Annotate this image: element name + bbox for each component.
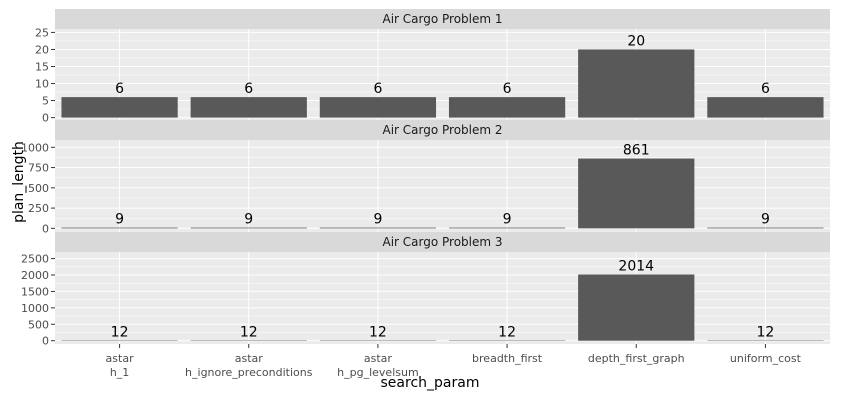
bar-value-label: 12 <box>369 324 387 340</box>
x-tick-label-line: astar <box>364 352 393 365</box>
bar <box>707 97 824 118</box>
bar <box>578 49 695 118</box>
y-tick-label: 20 <box>35 43 49 56</box>
bar <box>190 227 307 229</box>
y-tick-label: 500 <box>28 318 49 331</box>
facet-title: Air Cargo Problem 2 <box>382 123 502 137</box>
x-tick-label: uniform_cost <box>730 352 802 365</box>
bar <box>578 274 695 341</box>
y-tick-label: 750 <box>28 162 49 175</box>
bar-value-label: 9 <box>373 212 382 228</box>
bar <box>707 227 824 229</box>
bar <box>61 227 178 229</box>
bar-value-label: 6 <box>373 81 382 97</box>
y-tick-label: 250 <box>28 202 49 215</box>
bar <box>190 97 307 118</box>
y-tick-label: 1000 <box>21 141 49 154</box>
facet-title: Air Cargo Problem 1 <box>382 12 502 26</box>
bar-value-label: 20 <box>627 33 645 49</box>
y-tick-label: 1000 <box>21 302 49 315</box>
x-tick-label-line: h_pg_levelsum <box>337 366 419 379</box>
bar-value-label: 12 <box>240 324 258 340</box>
facet-title: Air Cargo Problem 3 <box>382 235 502 249</box>
y-axis-title: plan_length <box>11 141 27 223</box>
x-tick-label-line: uniform_cost <box>730 352 802 365</box>
bar <box>578 158 695 229</box>
y-tick-label: 10 <box>35 78 49 91</box>
facet-strip <box>55 120 830 140</box>
x-axis-title: search_param <box>381 375 480 391</box>
x-tick-label-line: astar <box>106 352 135 365</box>
facet-panel-2: Air Cargo Problem 2 0 250 500 750 1000 9 9 9 9 861… <box>21 120 830 236</box>
y-tick-label: 0 <box>42 222 49 235</box>
bar-value-label: 2014 <box>618 259 654 275</box>
y-tick-label: 2500 <box>21 253 49 266</box>
bar-value-label: 861 <box>623 143 650 159</box>
x-tick-label: depth_first_graph <box>588 352 685 365</box>
facet-panel-1: Air Cargo Problem 1 0 5 10 15 20 25 6 6 6 6 20 6 <box>35 9 830 125</box>
x-tick-label: breadth_first <box>472 352 543 365</box>
facet-panel-3: Air Cargo Problem 3 0 500 1000 1500 2000 2500 1… <box>21 232 830 348</box>
y-tick-label: 0 <box>42 335 49 348</box>
x-tick-label-line: breadth_first <box>472 352 543 365</box>
y-tick-label: 0 <box>42 112 49 125</box>
bar-value-label: 6 <box>503 81 512 97</box>
x-tick-label-line: h_ignore_preconditions <box>185 366 313 379</box>
x-tick-label: astar h_ignore_preconditions <box>185 352 313 379</box>
bar-value-label: 12 <box>498 324 516 340</box>
facet-strip <box>55 232 830 252</box>
y-tick-label: 1500 <box>21 285 49 298</box>
bar-value-label: 9 <box>761 212 770 228</box>
x-tick-label-line: h_1 <box>110 366 129 379</box>
y-tick-label: 500 <box>28 182 49 195</box>
bar <box>448 227 566 229</box>
bar <box>448 97 566 118</box>
x-tick-label-line: depth_first_graph <box>588 352 685 365</box>
bar-value-label: 6 <box>244 81 253 97</box>
bar-value-label: 9 <box>503 212 512 228</box>
plot-background <box>55 140 830 232</box>
x-tick-label: astar h_1 <box>106 352 135 379</box>
y-tick-label: 2000 <box>21 269 49 282</box>
y-tick-label: 5 <box>42 95 49 108</box>
y-tick-label: 15 <box>35 60 49 73</box>
bar <box>61 97 178 118</box>
bar-value-label: 12 <box>757 324 775 340</box>
plot-background <box>55 252 830 344</box>
bar <box>319 97 437 118</box>
x-tick-label: astar h_pg_levelsum <box>337 352 419 379</box>
bar-value-label: 12 <box>111 324 129 340</box>
x-tick-label-line: astar <box>235 352 264 365</box>
bar <box>319 227 437 229</box>
facet-strip <box>55 9 830 29</box>
bar-value-label: 9 <box>244 212 253 228</box>
bar-value-label: 6 <box>761 81 770 97</box>
y-tick-label: 25 <box>35 26 49 39</box>
bar-value-label: 6 <box>115 81 124 97</box>
bar-value-label: 9 <box>115 212 124 228</box>
